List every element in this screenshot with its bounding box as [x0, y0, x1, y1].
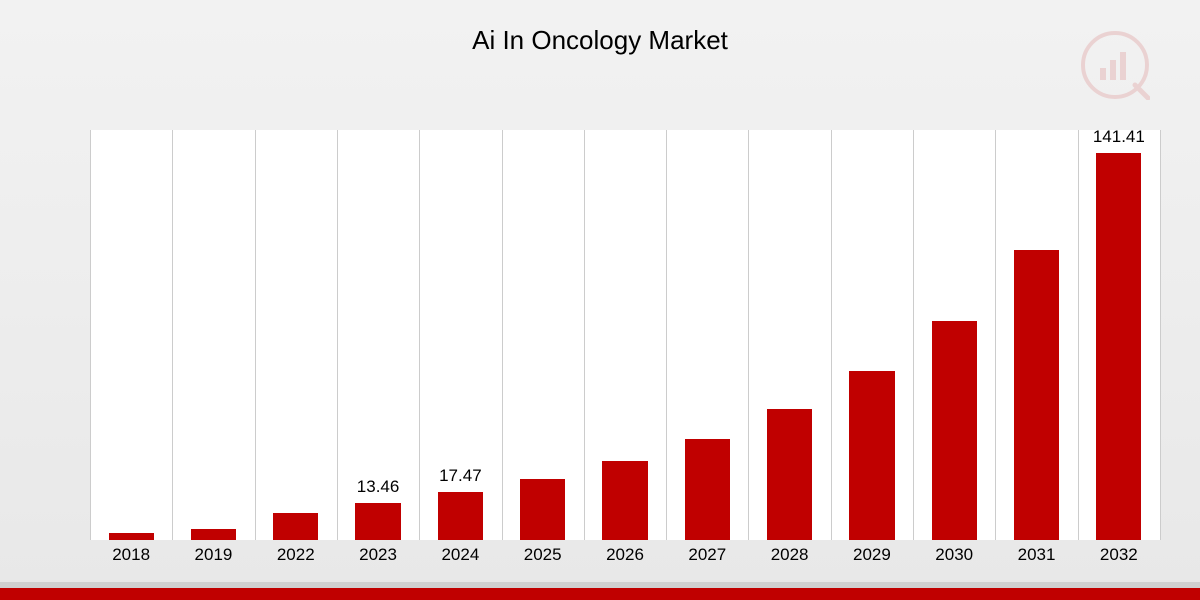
x-tick-label: 2027	[688, 545, 726, 565]
x-tick-label: 2018	[112, 545, 150, 565]
bar-value-label: 17.47	[439, 466, 482, 486]
bar	[355, 503, 400, 540]
plot-area: 13.46 17.47 141.41	[90, 130, 1160, 540]
x-tick-label: 2023	[359, 545, 397, 565]
chart-container: Ai In Oncology Market Market Value in US…	[0, 0, 1200, 600]
bar	[602, 461, 647, 540]
x-tick-label: 2022	[277, 545, 315, 565]
bar-value-label: 13.46	[357, 477, 400, 497]
chart-title: Ai In Oncology Market	[0, 25, 1200, 56]
bar	[438, 492, 483, 540]
bar-value-label: 141.41	[1093, 127, 1145, 147]
x-tick-label: 2025	[524, 545, 562, 565]
bar	[1014, 250, 1059, 540]
logo-icon	[1080, 30, 1150, 100]
bar	[273, 513, 318, 540]
gridline	[1160, 130, 1161, 540]
bar	[932, 321, 977, 540]
bar	[109, 533, 154, 540]
x-tick-label: 2029	[853, 545, 891, 565]
x-tick-label: 2028	[771, 545, 809, 565]
stripe-red	[0, 588, 1200, 600]
x-tick-label: 2026	[606, 545, 644, 565]
x-tick-label: 2019	[195, 545, 233, 565]
x-tick-label: 2031	[1018, 545, 1056, 565]
bar	[520, 479, 565, 541]
x-tick-label: 2030	[935, 545, 973, 565]
bars-group: 13.46 17.47 141.41	[90, 130, 1160, 540]
bar	[767, 409, 812, 540]
x-tick-label: 2032	[1100, 545, 1138, 565]
x-tick-label: 2024	[441, 545, 479, 565]
bar	[849, 371, 894, 540]
x-axis-labels: 2018 2019 2022 2023 2024 2025 2026 2027 2028 2029…	[90, 545, 1160, 575]
bar	[685, 439, 730, 540]
bar	[191, 529, 236, 540]
bar	[1096, 153, 1141, 540]
